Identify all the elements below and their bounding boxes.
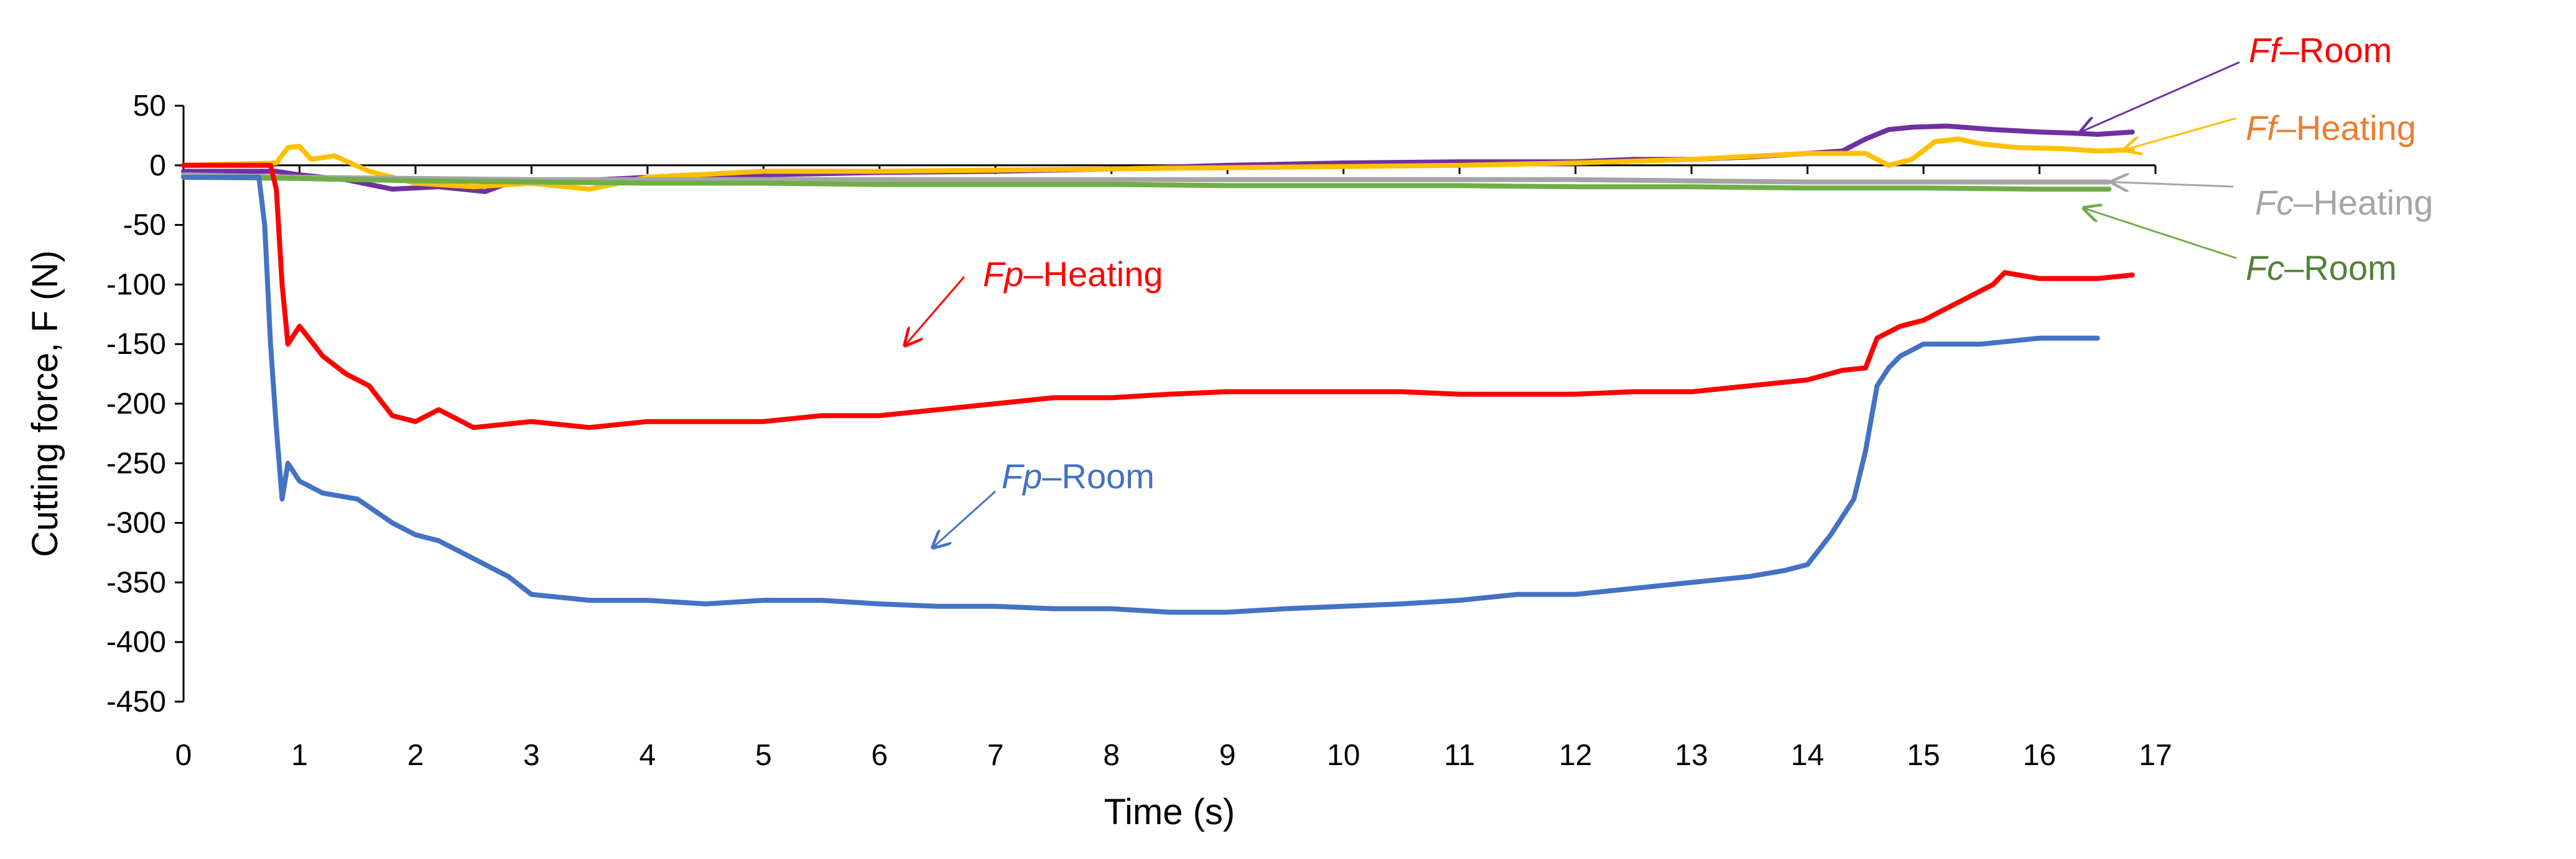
x-tick-label: 0 bbox=[175, 739, 192, 772]
series-label: Ff–Heating bbox=[2246, 108, 2416, 147]
y-tick-label: -450 bbox=[106, 685, 166, 718]
annotation-arrow bbox=[2081, 61, 2240, 132]
y-tick-label: -400 bbox=[106, 626, 166, 659]
x-tick-label: 1 bbox=[291, 739, 308, 772]
annotation-arrow bbox=[905, 276, 965, 345]
annotations-layer: Ff–RoomFf–HeatingFc–HeatingFc–RoomFp–Hea… bbox=[905, 30, 2433, 547]
x-tick-label: 10 bbox=[1327, 739, 1360, 772]
annotation-arrow bbox=[2112, 182, 2234, 187]
x-tick-label: 2 bbox=[407, 739, 424, 772]
series-label: Ff–Room bbox=[2249, 30, 2392, 70]
series-label: Fc–Room bbox=[2246, 248, 2397, 287]
series-label-condition: –Heating bbox=[2294, 183, 2433, 222]
series-label: Fp–Heating bbox=[983, 254, 1163, 294]
axes-layer: 50 0 -50 -100 -150 -200 -250 -300 -350 -400 -450 0 1… bbox=[106, 90, 2172, 772]
x-axis-title: Time (s) bbox=[1104, 792, 1235, 832]
x-tick-label: 7 bbox=[987, 739, 1004, 772]
x-tick-label: 6 bbox=[871, 739, 888, 772]
series-line-fp-room bbox=[181, 175, 2100, 615]
y-axis-title: Cutting force, F (N) bbox=[25, 250, 65, 557]
y-tick-label: -200 bbox=[106, 388, 166, 420]
series-line-ff-heating bbox=[181, 136, 2135, 192]
series-label-symbol: Ff bbox=[2246, 108, 2280, 147]
x-tick-label: 14 bbox=[1791, 739, 1824, 772]
series-label: Fp–Room bbox=[1002, 457, 1155, 496]
annotation-arrow bbox=[933, 490, 997, 547]
series-line-fp-heating bbox=[181, 162, 2135, 430]
y-tick-label: -100 bbox=[106, 268, 166, 301]
y-tick-label: 50 bbox=[133, 90, 166, 123]
y-tick-label: 0 bbox=[149, 149, 166, 182]
y-tick-label: -300 bbox=[106, 507, 166, 540]
series-label-symbol: Ff bbox=[2249, 30, 2283, 70]
x-tick-label: 3 bbox=[523, 739, 540, 772]
annotation-arrow bbox=[2124, 117, 2237, 150]
y-tick-label: -50 bbox=[123, 209, 166, 242]
x-tick-label: 13 bbox=[1675, 739, 1708, 772]
series-label-symbol: Fc bbox=[2255, 183, 2294, 222]
series-label: Fc–Heating bbox=[2255, 183, 2433, 222]
series-line-ff-room bbox=[181, 123, 2135, 194]
x-tick-label: 5 bbox=[755, 739, 772, 772]
annotation-arrow bbox=[2084, 208, 2237, 259]
series-label-symbol: Fp bbox=[1002, 457, 1042, 496]
series-label-condition: –Room bbox=[2280, 30, 2392, 70]
x-tick-label: 12 bbox=[1559, 739, 1592, 772]
series-label-condition: –Room bbox=[1042, 457, 1155, 496]
x-tick-label: 17 bbox=[2139, 739, 2172, 772]
series-label-symbol: Fp bbox=[983, 254, 1023, 294]
x-tick-label: 8 bbox=[1103, 739, 1120, 772]
series-label-symbol: Fc bbox=[2246, 248, 2284, 287]
series-label-condition: –Room bbox=[2284, 248, 2397, 287]
series-layer bbox=[181, 123, 2135, 615]
y-tick-label: -150 bbox=[106, 328, 166, 361]
y-tick-label: -250 bbox=[106, 447, 166, 480]
series-label-condition: –Heating bbox=[2277, 108, 2416, 147]
series-label-condition: –Heating bbox=[1023, 254, 1163, 294]
x-tick-label: 15 bbox=[1907, 739, 1940, 772]
x-tick-label: 16 bbox=[2023, 739, 2056, 772]
x-tick-label: 9 bbox=[1219, 739, 1236, 772]
series-line-fc-room bbox=[181, 175, 2112, 192]
y-tick-label: -350 bbox=[106, 566, 166, 599]
x-tick-label: 4 bbox=[639, 739, 656, 772]
x-tick-label: 11 bbox=[1444, 739, 1475, 772]
